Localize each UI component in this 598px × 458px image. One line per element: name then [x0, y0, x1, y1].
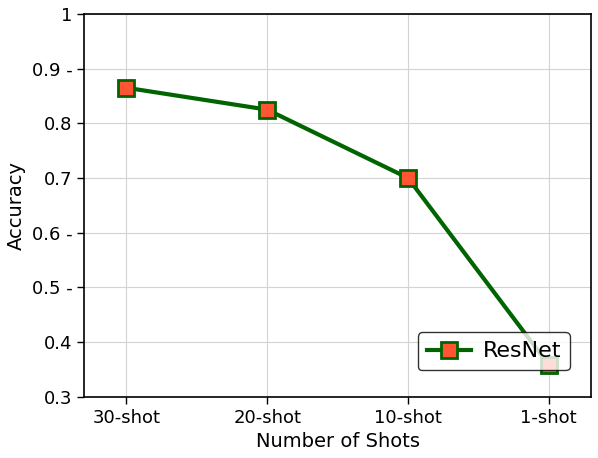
Y-axis label: Accuracy: Accuracy	[7, 161, 26, 250]
ResNet	[545, 362, 553, 368]
X-axis label: Number of Shots: Number of Shots	[255, 432, 420, 451]
Line: ResNet: ResNet	[118, 80, 557, 373]
Legend: ResNet: ResNet	[418, 333, 570, 370]
ResNet	[404, 175, 411, 181]
ResNet	[123, 85, 130, 91]
ResNet	[264, 107, 271, 112]
